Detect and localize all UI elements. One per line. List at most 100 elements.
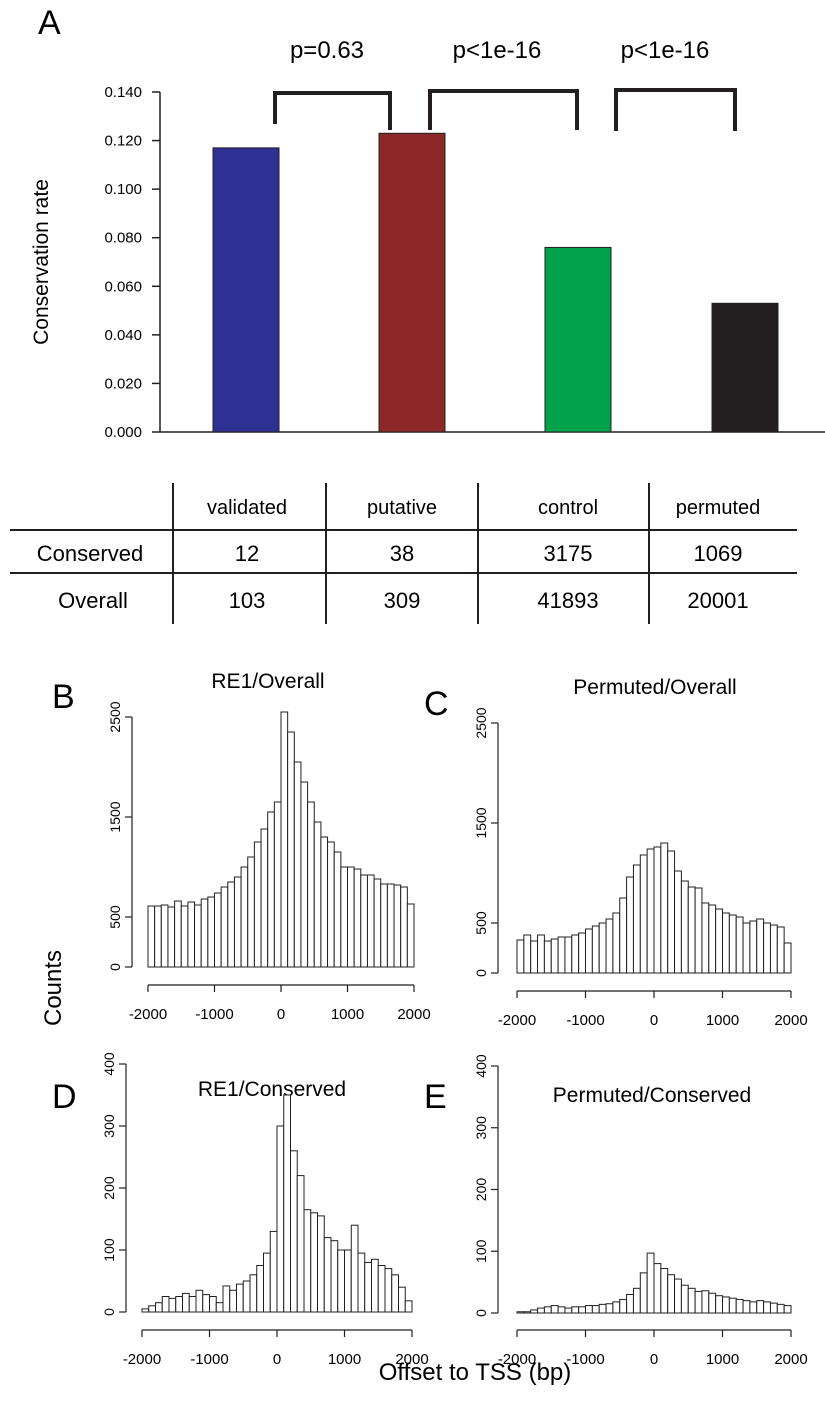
panel-d-ytick-label: 300 [101, 1114, 117, 1138]
panel-b-bin [380, 883, 388, 968]
panel-letter-e: E [424, 1078, 447, 1116]
panel-b-bin [373, 878, 382, 968]
panel-c-bin [543, 940, 552, 974]
panel-d-ytick-label: 400 [101, 1052, 117, 1076]
panel-b-xtick-label: -1000 [195, 1006, 233, 1023]
panel-e-bin [564, 1307, 573, 1314]
panel-letter-b: B [52, 678, 75, 716]
panel-c-bin [605, 918, 614, 974]
panel-d-bin [155, 1302, 163, 1313]
panel-d-bin [188, 1296, 197, 1313]
panel-c-bin [632, 864, 641, 974]
panel-d-bin [175, 1296, 183, 1313]
panel-letter-a: A [38, 4, 61, 42]
panel-c-title: Permuted/Overall [573, 676, 736, 699]
panel-e-ytick-label: 200 [473, 1178, 489, 1202]
panel-c-bin [756, 918, 765, 974]
table-header-putative: putative [367, 497, 437, 519]
panel-d-bin [317, 1215, 325, 1313]
panel-c-bin [701, 902, 710, 974]
panel-c-xtick-label: 0 [650, 1012, 658, 1029]
panel-d-bin [263, 1252, 271, 1313]
panel-b-xtick-label: 1000 [331, 1006, 364, 1023]
panel-c-bin [674, 870, 682, 974]
panel-d-xtick-label: 1000 [328, 1351, 361, 1368]
panel-a-ytick-label: 0.020 [104, 375, 142, 392]
panel-e-bin [516, 1311, 525, 1314]
panel-e-bin [605, 1303, 614, 1314]
panel-e-bin [687, 1287, 696, 1314]
panel-e-bin [660, 1268, 669, 1314]
panel-e-bin [735, 1298, 744, 1314]
panel-c-bin [523, 934, 532, 974]
table-header-permuted: permuted [676, 497, 761, 519]
panel-d-bin [303, 1209, 312, 1313]
panel-e-bin [756, 1300, 765, 1314]
panel-e-bin [537, 1307, 545, 1314]
panel-d-bin [296, 1175, 305, 1313]
panel-d-bin [384, 1268, 393, 1313]
panel-b-bin [273, 801, 282, 968]
panel-b-bin [214, 892, 222, 968]
panel-e-bin [667, 1274, 676, 1314]
panel-d-bin [371, 1258, 379, 1313]
panel-b-bin [320, 836, 329, 968]
panel-b-bin [406, 903, 415, 968]
panel-c-ytick-label: 2500 [473, 707, 489, 738]
panel-b-xtick-label: 2000 [397, 1006, 430, 1023]
panel-b-bin [240, 866, 249, 968]
panel-b-bin [353, 868, 362, 968]
panel-d-bin [323, 1237, 332, 1313]
panel-d-bin [337, 1249, 345, 1313]
panel-c-bin [742, 922, 751, 974]
table-header-validated: validated [207, 497, 287, 519]
panel-c-bin [687, 886, 696, 974]
panel-c-bin [626, 876, 634, 974]
panel-c-bin [557, 936, 566, 974]
panel-e-bin [701, 1290, 710, 1314]
panel-c-bin [694, 887, 703, 974]
panel-b-bin [200, 898, 209, 968]
panel-letter-c: C [424, 685, 449, 723]
pvalue-label-3: p<1e-16 [621, 37, 710, 64]
panel-b-histogram: 0 500 1500 2500 -2000 -1000 0 1000 2000 [107, 701, 431, 1023]
panel-c-bin [571, 934, 580, 974]
panel-d-xtick-label: -2000 [123, 1351, 161, 1368]
panel-c-bin [564, 936, 573, 974]
panel-b-bin [247, 856, 255, 968]
panel-d-bin [398, 1286, 406, 1313]
panel-d-bin [202, 1294, 210, 1313]
panel-c-bin [653, 846, 662, 974]
panel-e-bin [550, 1305, 559, 1314]
panel-d-bin [249, 1274, 258, 1313]
panel-c-bin [578, 932, 587, 974]
panel-b-ytick-label: 0 [107, 963, 123, 971]
panel-c-ytick-label: 0 [473, 969, 489, 977]
panel-d-bin [242, 1280, 251, 1313]
bar-control [544, 246, 612, 433]
panel-c-bin [646, 848, 655, 974]
panel-e-bin [763, 1301, 771, 1314]
panel-e-bin [578, 1306, 587, 1314]
panel-e-bin [722, 1296, 730, 1314]
panel-d-bin [364, 1261, 372, 1313]
panel-d-xtick-label: -1000 [190, 1351, 228, 1368]
panel-d-xtick-label: 0 [273, 1351, 281, 1368]
panel-e-ytick-label: 300 [473, 1116, 489, 1140]
panel-c-bin [598, 922, 607, 974]
panel-d-bin [141, 1308, 150, 1313]
panel-d-bin [209, 1296, 217, 1313]
panel-a-bar-chart: Conservation rate p=0.63 p<1e-16 p<1e-16… [30, 37, 825, 441]
panel-a-ytick-label: 0.100 [104, 181, 142, 198]
panel-d-ytick-label: 200 [101, 1176, 117, 1200]
panel-b-bin [340, 866, 349, 968]
significance-bracket-1 [273, 91, 392, 130]
panel-a-ylabel: Conservation rate [30, 179, 53, 345]
panel-e-bin [585, 1305, 593, 1314]
panel-e-bin [742, 1300, 751, 1314]
panel-b-bin [227, 881, 235, 968]
panel-e-bin [626, 1293, 634, 1314]
panel-e-title: Permuted/Conserved [553, 1084, 751, 1107]
panel-c-bin [585, 928, 593, 974]
panel-d-bin [195, 1289, 204, 1313]
